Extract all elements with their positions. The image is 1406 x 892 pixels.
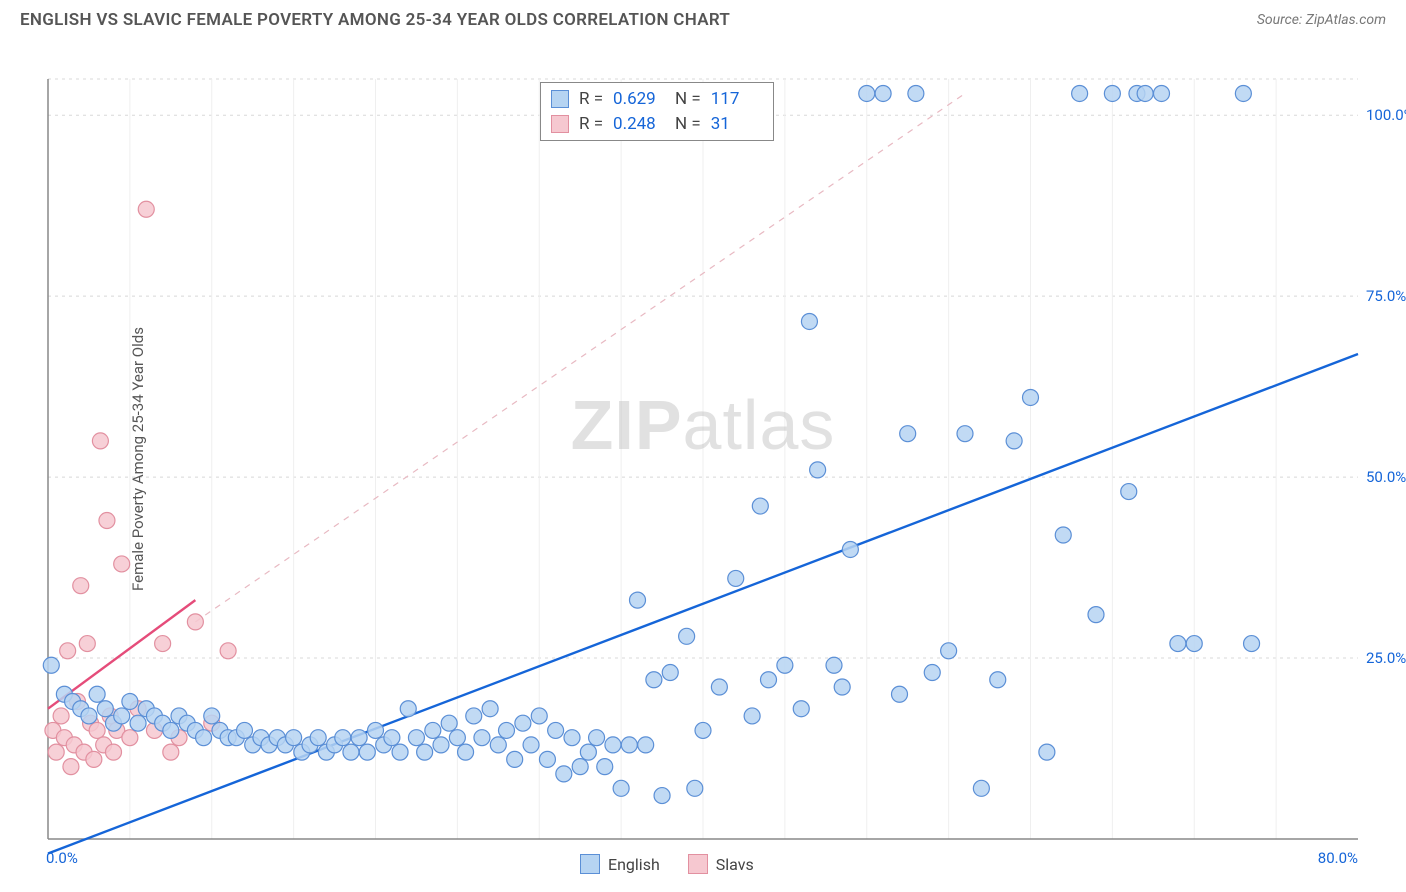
- y-tick-label: 100.0%: [1366, 106, 1406, 124]
- legend-swatch: [688, 854, 708, 874]
- n-value: 117: [711, 87, 763, 112]
- legend-swatch: [551, 115, 569, 133]
- legend-label: English: [608, 855, 660, 874]
- y-tick-label: 25.0%: [1366, 649, 1406, 667]
- r-value: 0.248: [613, 112, 665, 137]
- y-axis-label: Female Poverty Among 25-34 Year Olds: [129, 327, 147, 591]
- chart-container: Female Poverty Among 25-34 Year Olds ZIP…: [0, 34, 1406, 884]
- legend-label: Slavs: [716, 855, 754, 874]
- y-tick-label: 75.0%: [1366, 287, 1406, 305]
- x-tick-label: 0.0%: [46, 849, 78, 867]
- legend-item: Slavs: [688, 854, 754, 874]
- header-bar: ENGLISH VS SLAVIC FEMALE POVERTY AMONG 2…: [0, 0, 1406, 34]
- legend-swatch: [580, 854, 600, 874]
- y-tick-label: 50.0%: [1366, 468, 1406, 486]
- n-label: N =: [675, 87, 701, 112]
- x-tick-label: 80.0%: [1318, 849, 1358, 867]
- n-label: N =: [675, 112, 701, 137]
- stats-legend-box: R = 0.629 N = 117 R = 0.248 N = 31: [540, 82, 774, 141]
- scatter-plot: [0, 34, 1406, 884]
- r-label: R =: [579, 87, 603, 112]
- legend-item: English: [580, 854, 660, 874]
- n-value: 31: [711, 112, 763, 137]
- source-label: Source: ZipAtlas.com: [1257, 12, 1386, 28]
- chart-title: ENGLISH VS SLAVIC FEMALE POVERTY AMONG 2…: [20, 10, 730, 30]
- r-value: 0.629: [613, 87, 665, 112]
- legend-swatch: [551, 90, 569, 108]
- series-legend: English Slavs: [580, 854, 754, 874]
- stats-row: R = 0.248 N = 31: [551, 112, 763, 137]
- r-label: R =: [579, 112, 603, 137]
- stats-row: R = 0.629 N = 117: [551, 87, 763, 112]
